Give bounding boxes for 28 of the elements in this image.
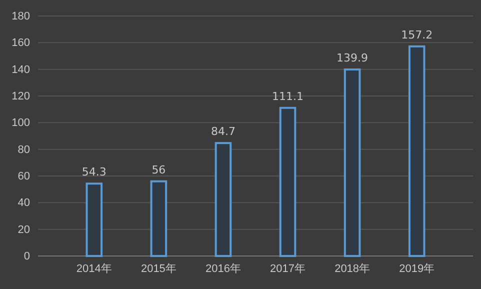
bar <box>214 142 232 257</box>
y-tick-label: 120 <box>12 90 30 103</box>
data-label: 54.3 <box>82 166 106 179</box>
x-tick-label: 2014年 <box>76 262 112 275</box>
y-tick-label: 40 <box>18 197 30 210</box>
x-tick-label: 2016年 <box>205 262 241 275</box>
bar <box>408 45 426 257</box>
bar <box>279 106 296 257</box>
y-tick-label: 20 <box>18 224 30 236</box>
bar <box>150 180 168 257</box>
bar <box>86 182 103 257</box>
y-tick-label: 100 <box>12 117 30 130</box>
y-tick-label: 140 <box>12 64 30 76</box>
y-tick-label: 180 <box>12 10 30 23</box>
data-label: 157.2 <box>401 28 433 42</box>
y-tick-label: 0 <box>24 250 30 263</box>
bar <box>344 68 361 257</box>
data-label: 111.1 <box>272 90 304 103</box>
y-tick-label: 80 <box>18 144 30 156</box>
x-tick-label: 2017年 <box>270 262 306 275</box>
data-label: 56 <box>152 163 166 176</box>
data-label: 139.9 <box>336 51 368 64</box>
y-tick-label: 160 <box>12 37 30 50</box>
y-tick-label: 60 <box>18 170 30 183</box>
x-tick-label: 2015年 <box>140 262 176 275</box>
data-label: 84.7 <box>210 125 236 138</box>
x-tick-label: 2018年 <box>334 262 370 275</box>
x-tick-label: 2019年 <box>399 262 435 275</box>
